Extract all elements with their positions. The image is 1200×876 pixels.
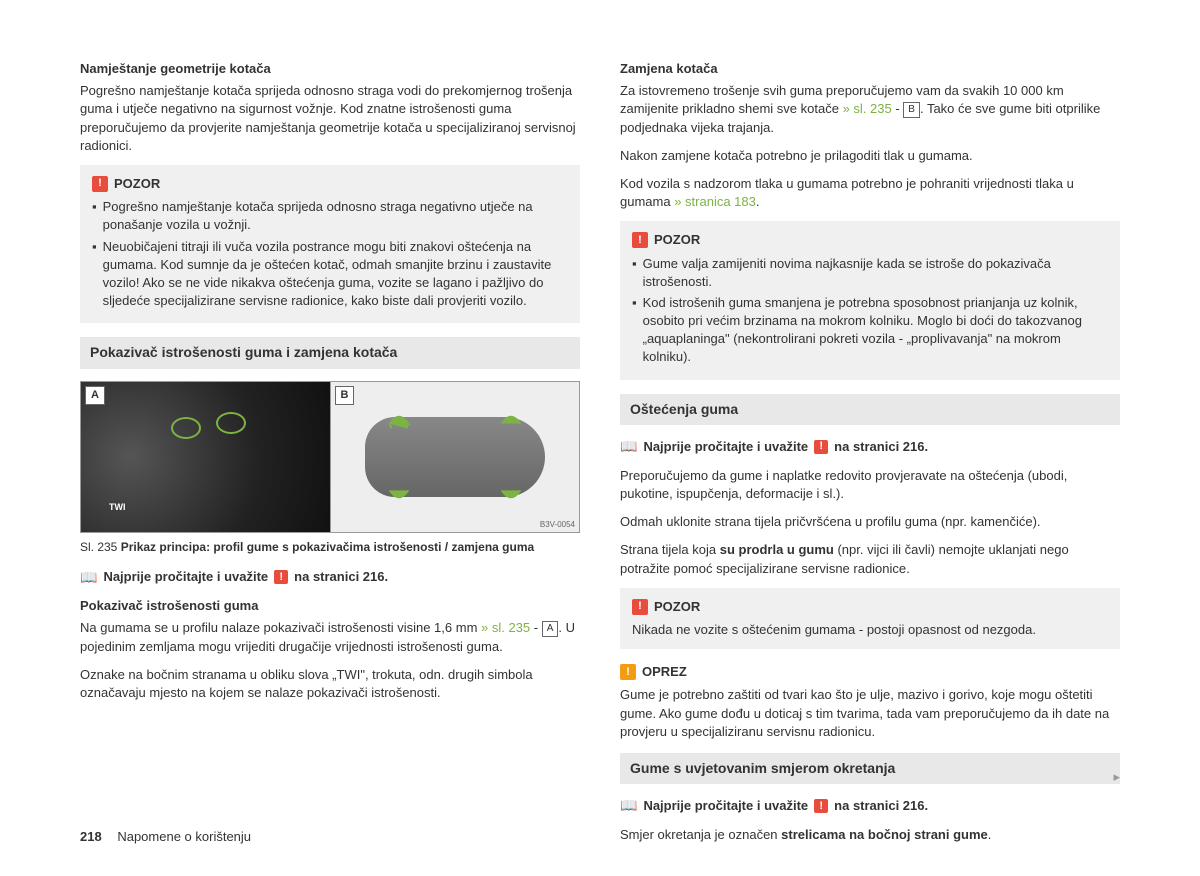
car-body [365, 417, 545, 497]
read-post: na stranici 216. [834, 438, 928, 456]
caption-number: Sl. 235 [80, 540, 117, 554]
caution-icon: ! [620, 664, 636, 680]
para-twi-marks: Oznake na bočnim stranama u obliku slova… [80, 666, 580, 702]
alert-pozor-3: ! POZOR Nikada ne vozite s oštećenim gum… [620, 588, 1120, 649]
panel-label-b: B [335, 386, 355, 405]
bullet: Pogrešno namještanje kotača sprijeda odn… [92, 198, 568, 234]
heading-replacement: Zamjena kotača [620, 60, 1120, 78]
read-first-note: 📖 Najprije pročitajte i uvažite ! na str… [620, 796, 1120, 816]
bullet: Neuobičajeni titraji ili vuča vozila pos… [92, 238, 568, 311]
read-pre: Najprije pročitajte i uvažite [103, 568, 268, 586]
alert-label: POZOR [654, 598, 700, 616]
alert-pozor-1: ! POZOR Pogrešno namještanje kotača spri… [80, 165, 580, 323]
warning-icon: ! [632, 232, 648, 248]
alert-label: POZOR [654, 231, 700, 249]
alert-header: ! POZOR [632, 598, 1108, 616]
car-image [331, 382, 580, 532]
section-heading-direction: Gume s uvjetovanim smjerom okretanja [620, 753, 1120, 785]
page-number: 218 [80, 829, 102, 844]
heading-geometry: Namještanje geometrije kotača [80, 60, 580, 78]
left-column: Namještanje geometrije kotača Pogrešno n… [80, 60, 580, 854]
warning-icon: ! [814, 440, 828, 454]
page-footer: 218 Napomene o korištenju [80, 828, 251, 846]
page-content: Namještanje geometrije kotača Pogrešno n… [80, 60, 1120, 854]
read-post: na stranici 216. [294, 568, 388, 586]
para-penetrated: Strana tijela koja su prodrla u gumu (np… [620, 541, 1120, 577]
para-direction: Smjer okretanja je označen strelicama na… [620, 826, 1120, 844]
heading-indicator: Pokazivač istrošenosti guma [80, 597, 580, 615]
tire-image: TWI [81, 382, 330, 532]
warning-icon: ! [274, 570, 288, 584]
para-pressure: Nakon zamjene kotača potrebno je prilago… [620, 147, 1120, 165]
alert-text: Gume je potrebno zaštiti od tvari kao št… [620, 686, 1120, 741]
ref-link[interactable]: » sl. 235 [481, 620, 530, 635]
alert-label: POZOR [114, 175, 160, 193]
figure-panel-b: B B3V-0054 [330, 382, 580, 532]
para-tpms: Kod vozila s nadzorom tlaka u gumama pot… [620, 175, 1120, 211]
read-pre: Najprije pročitajte i uvažite [643, 797, 808, 815]
rotation-arrow-icon [385, 409, 413, 429]
alert-header: ! POZOR [92, 175, 568, 193]
caption-title: Prikaz principa: profil gume s pokazivač… [121, 540, 534, 554]
footer-section: Napomene o korištenju [117, 829, 251, 844]
alert-label: OPREZ [642, 663, 687, 681]
rotation-arrow-icon [497, 485, 525, 505]
read-post: na stranici 216. [834, 797, 928, 815]
ref-box-b: B [903, 102, 920, 118]
figure-panel-a: A TWI [81, 382, 330, 532]
ref-link-page[interactable]: » stranica 183 [674, 194, 756, 209]
book-icon: 📖 [620, 796, 637, 816]
alert-header: ! OPREZ [620, 663, 1120, 681]
section-heading-damage: Oštećenja guma [620, 394, 1120, 426]
warning-icon: ! [814, 799, 828, 813]
read-first-note: 📖 Najprije pročitajte i uvažite ! na str… [620, 437, 1120, 457]
alert-header: ! POZOR [632, 231, 1108, 249]
figure-caption: Sl. 235 Prikaz principa: profil gume s p… [80, 539, 580, 556]
indicator-circle [216, 412, 246, 434]
para-check-damage: Preporučujemo da gume i naplatke redovit… [620, 467, 1120, 503]
continue-arrow-icon: ▸ [1113, 768, 1120, 786]
read-first-note: 📖 Najprije pročitajte i uvažite ! na str… [80, 568, 580, 588]
bullet: Gume valja zamijeniti novima najkasnije … [632, 255, 1108, 291]
alert-text: Nikada ne vozite s oštećenim gumama - po… [632, 621, 1108, 639]
para-indicator: Na gumama se u profilu nalaze pokazivači… [80, 619, 580, 655]
section-heading-wear: Pokazivač istrošenosti guma i zamjena ko… [80, 337, 580, 369]
rotation-arrow-icon [385, 485, 413, 505]
panel-label-a: A [85, 386, 105, 405]
para-remove-objects: Odmah uklonite strana tijela pričvršćena… [620, 513, 1120, 531]
para-replacement: Za istovremeno trošenje svih guma prepor… [620, 82, 1120, 137]
figure-code: B3V-0054 [540, 519, 575, 530]
ref-box-a: A [542, 621, 559, 637]
bullet: Kod istrošenih guma smanjena je potrebna… [632, 294, 1108, 367]
right-column: Zamjena kotača Za istovremeno trošenje s… [620, 60, 1120, 854]
book-icon: 📖 [620, 437, 637, 457]
alert-oprez: ! OPREZ Gume je potrebno zaštiti od tvar… [620, 663, 1120, 741]
read-pre: Najprije pročitajte i uvažite [643, 438, 808, 456]
rotation-arrow-icon [497, 409, 525, 429]
twi-label: TWI [109, 501, 126, 514]
para-geometry: Pogrešno namještanje kotača sprijeda odn… [80, 82, 580, 155]
book-icon: 📖 [80, 568, 97, 588]
ref-link[interactable]: » sl. 235 [843, 101, 892, 116]
warning-icon: ! [632, 599, 648, 615]
indicator-circle [171, 417, 201, 439]
alert-pozor-2: ! POZOR Gume valja zamijeniti novima naj… [620, 221, 1120, 379]
figure-235: A TWI B B3V-0054 [80, 381, 580, 533]
warning-icon: ! [92, 176, 108, 192]
